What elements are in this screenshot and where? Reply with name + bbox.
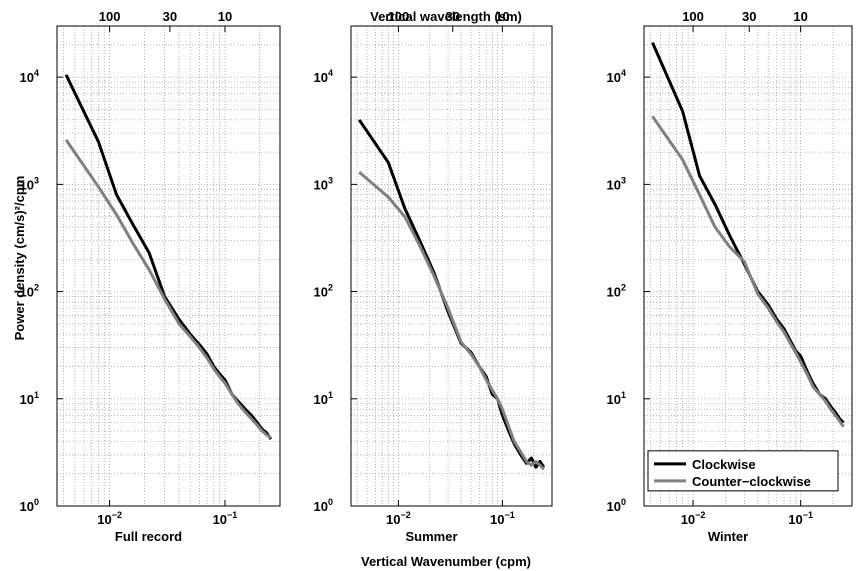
figure-ylabel: Power density (cm/s)²/cpm <box>12 176 27 341</box>
y-tick-label: 101 <box>607 390 626 407</box>
chart-panel-2: 10−2 10−1 100 30 10 100 101 102 103 104 Summer <box>314 9 553 544</box>
top-tick-label: 10 <box>218 9 232 24</box>
series-line-counter-clockwise <box>651 115 845 428</box>
figure-top-title: Vertical wavelength (sm) <box>370 9 522 24</box>
chart-panel-3: 10−2 10−1 100 30 10 100 101 102 103 104 Winter Cloc… <box>607 9 853 544</box>
x-tick-label: 10−1 <box>788 510 813 527</box>
panel-xlabel: Winter <box>708 529 748 544</box>
y-tick-label: 104 <box>20 68 39 85</box>
panel-xlabel: Full record <box>115 529 182 544</box>
y-tick-label: 102 <box>607 283 626 300</box>
panels: 10−2 10−1 100 30 10 100 101 102 103 104 Full recor… <box>20 9 853 544</box>
x-tick-label: 10−2 <box>97 510 122 527</box>
top-tick-label: 30 <box>742 9 756 24</box>
y-tick-label: 100 <box>607 497 626 514</box>
top-tick-label: 30 <box>445 9 459 24</box>
series-line-counter-clockwise <box>358 170 545 471</box>
series-line-clockwise <box>357 118 546 469</box>
x-tick-label: 10−2 <box>386 510 411 527</box>
y-tick-label: 102 <box>314 283 333 300</box>
legend-label: Counter−clockwise <box>692 474 811 489</box>
top-tick-label: 100 <box>682 9 704 24</box>
legend-label: Clockwise <box>692 457 756 472</box>
series-line-clockwise <box>64 74 273 441</box>
y-tick-label: 103 <box>607 175 626 192</box>
y-tick-label: 104 <box>607 68 626 85</box>
legend-box <box>647 450 839 492</box>
y-tick-label: 100 <box>314 497 333 514</box>
axes-frame <box>350 25 553 507</box>
top-tick-label: 100 <box>99 9 121 24</box>
series-line-clockwise <box>651 41 845 424</box>
chart-panel-1: 10−2 10−1 100 30 10 100 101 102 103 104 Full recor… <box>20 9 281 544</box>
y-tick-label: 101 <box>20 390 39 407</box>
y-tick-label: 103 <box>314 175 333 192</box>
series-line-counter-clockwise <box>64 139 272 440</box>
y-tick-label: 104 <box>314 68 333 85</box>
axes-frame <box>643 25 853 507</box>
top-tick-label: 100 <box>388 9 410 24</box>
panel-xlabel: Summer <box>405 529 457 544</box>
y-tick-label: 101 <box>314 390 333 407</box>
x-tick-label: 10−2 <box>681 510 706 527</box>
figure-bottom-title: Vertical Wavenumber (cpm) <box>361 554 531 569</box>
x-tick-label: 10−1 <box>490 510 515 527</box>
x-tick-label: 10−1 <box>213 510 238 527</box>
top-tick-label: 30 <box>163 9 177 24</box>
y-tick-label: 102 <box>20 283 39 300</box>
y-tick-label: 103 <box>20 175 39 192</box>
top-tick-label: 10 <box>495 9 509 24</box>
legend: Clockwise Counter−clockwise <box>647 450 839 492</box>
axes-frame <box>56 25 281 507</box>
y-tick-label: 100 <box>20 497 39 514</box>
top-tick-label: 10 <box>793 9 807 24</box>
